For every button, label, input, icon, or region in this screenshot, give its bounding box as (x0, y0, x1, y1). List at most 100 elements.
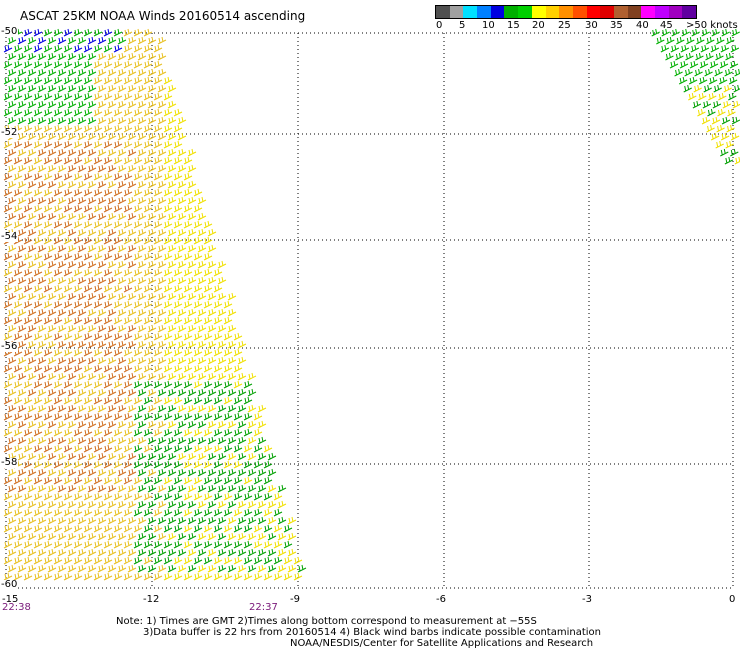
wind-barb (43, 332, 53, 341)
wind-barb (147, 484, 157, 493)
wind-barb (163, 476, 173, 485)
wind-barb (83, 412, 93, 421)
wind-barb (253, 572, 263, 581)
wind-barb (257, 436, 267, 445)
wind-barb (127, 196, 137, 205)
wind-barb (157, 68, 167, 77)
wind-barb (137, 116, 147, 125)
wind-barb (87, 260, 97, 269)
wind-barb (37, 292, 47, 301)
wind-barb (83, 316, 93, 325)
wind-barb (27, 404, 37, 413)
wind-barb (243, 460, 253, 469)
wind-barb (47, 244, 57, 253)
wind-barb (3, 140, 13, 149)
wind-barb (93, 44, 103, 53)
wind-barb (87, 276, 97, 285)
wind-barb (93, 60, 103, 69)
wind-barb (143, 172, 153, 181)
wind-barb (177, 196, 187, 205)
wind-barb (163, 428, 173, 437)
wind-barb (37, 516, 47, 525)
wind-barb (127, 292, 137, 301)
wind-barb (57, 100, 67, 109)
wind-barb (77, 420, 87, 429)
wind-barb (163, 316, 173, 325)
wind-barb (93, 172, 103, 181)
wind-barb (13, 508, 23, 517)
wind-barb (173, 396, 183, 405)
wind-barb (203, 252, 213, 261)
wind-barb (167, 212, 177, 221)
wind-barb (67, 564, 77, 573)
wind-barb (715, 52, 724, 61)
wind-barb (13, 220, 23, 229)
wind-barb (157, 388, 167, 397)
wind-barb (133, 236, 143, 245)
wind-barb (157, 484, 167, 493)
wind-barb (127, 148, 137, 157)
wind-barb (117, 68, 127, 77)
wind-barb (731, 28, 740, 37)
wind-barb (117, 132, 127, 141)
wind-barb (47, 308, 57, 317)
wind-barb (27, 180, 37, 189)
wind-barb (27, 276, 37, 285)
wind-barb (47, 180, 57, 189)
wind-barb (137, 404, 147, 413)
wind-barb (173, 332, 183, 341)
wind-barb (93, 364, 103, 373)
wind-barb (27, 116, 37, 125)
wind-barb (133, 252, 143, 261)
wind-barb (77, 388, 87, 397)
wind-barb (691, 28, 700, 37)
wind-barb (709, 60, 719, 69)
wind-barb (157, 36, 167, 45)
wind-barb (147, 148, 157, 157)
wind-barb (233, 508, 243, 517)
wind-barb (113, 476, 123, 485)
wind-barb (57, 468, 67, 477)
wind-barb (173, 124, 183, 133)
wind-barb (193, 396, 203, 405)
wind-barb (17, 532, 27, 541)
wind-barb (93, 124, 103, 133)
wind-barb (117, 244, 127, 253)
wind-barb (153, 220, 163, 229)
wind-barb (77, 212, 87, 221)
wind-barb (27, 52, 37, 61)
wind-barb (93, 476, 103, 485)
wind-barb (53, 300, 63, 309)
wind-barb (3, 204, 13, 213)
wind-barb (243, 412, 253, 421)
wind-barb (113, 108, 123, 117)
wind-barb (143, 124, 153, 133)
wind-barb (167, 388, 177, 397)
wind-barb (63, 108, 73, 117)
wind-barb (153, 444, 163, 453)
wind-barb (193, 380, 203, 389)
wind-barb (103, 492, 113, 501)
wind-barb (167, 452, 177, 461)
wind-barb (67, 308, 77, 317)
wind-barb (63, 364, 73, 373)
wind-barb (167, 372, 177, 381)
wind-barb (13, 380, 23, 389)
wind-barb (203, 572, 213, 581)
wind-barb (87, 148, 97, 157)
wind-barb (167, 308, 177, 317)
wind-barb (117, 452, 127, 461)
wind-barb (23, 124, 33, 133)
wind-barb (93, 412, 103, 421)
wind-barb (67, 548, 77, 557)
legend-label: 45 (660, 20, 673, 31)
wind-barb (37, 148, 47, 157)
wind-barb (107, 404, 117, 413)
wind-barb (233, 348, 243, 357)
wind-barb (43, 124, 53, 133)
wind-barb (197, 308, 207, 317)
wind-barb (23, 76, 33, 85)
wind-barb (167, 436, 177, 445)
wind-barb (73, 204, 83, 213)
wind-barb (147, 452, 157, 461)
